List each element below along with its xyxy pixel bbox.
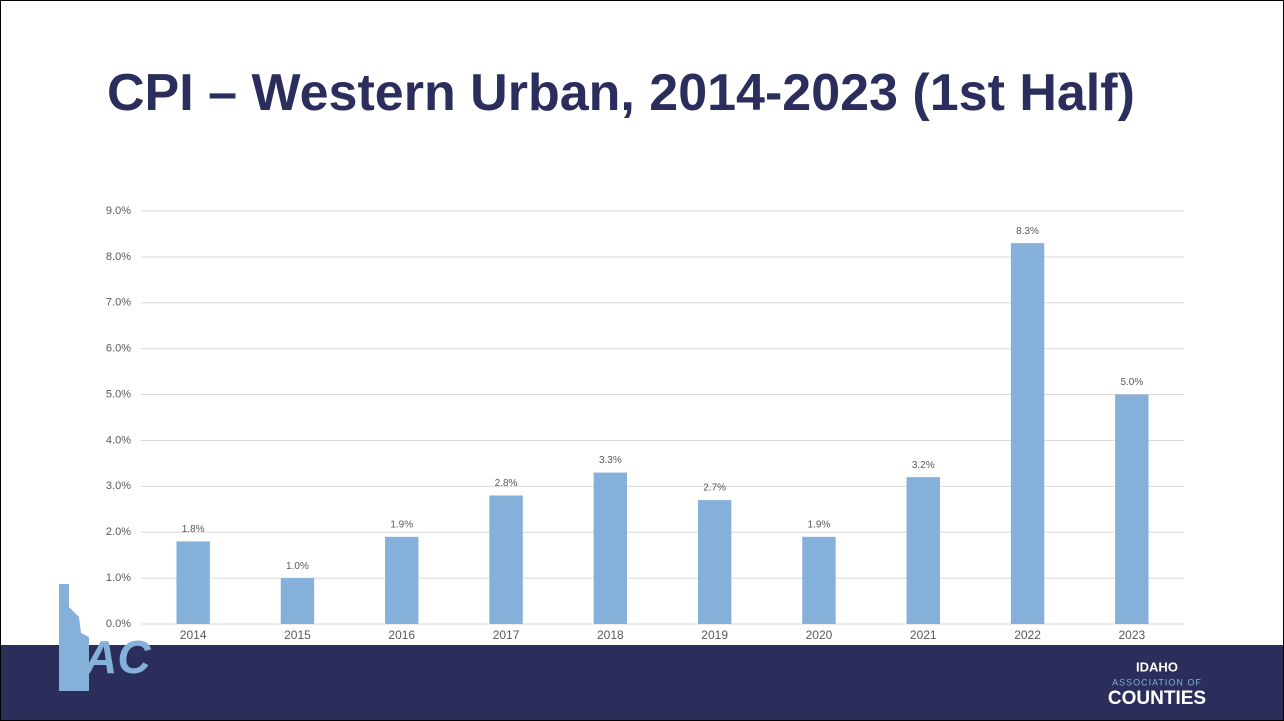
bar	[593, 472, 628, 624]
bar	[385, 536, 419, 624]
bar	[1010, 243, 1045, 624]
idaho-shape	[59, 584, 89, 691]
x-tick-label: 2018	[597, 628, 624, 642]
y-tick-label: 7.0%	[106, 297, 131, 309]
x-tick-label: 2023	[1118, 628, 1145, 642]
data-label: 1.9%	[808, 519, 831, 530]
chart-title: CPI – Western Urban, 2014-2023 (1st Half…	[107, 64, 1135, 122]
bar	[1115, 394, 1149, 624]
x-tick-label: 2014	[180, 628, 207, 642]
data-label: 8.3%	[1016, 226, 1039, 237]
y-tick-label: 4.0%	[106, 434, 131, 446]
logo-right-mid: ASSOCIATION OF	[1112, 677, 1202, 687]
logo-right-top: IDAHO	[1136, 659, 1178, 674]
logo-left: IAC	[71, 631, 151, 683]
x-tick-label: 2019	[701, 628, 728, 642]
data-label: 2.7%	[703, 483, 726, 494]
data-label: 1.8%	[182, 524, 205, 535]
bar	[802, 536, 836, 624]
bar	[906, 477, 940, 624]
y-tick-label: 1.0%	[106, 572, 131, 584]
data-label: 1.0%	[286, 561, 309, 572]
data-label: 3.2%	[912, 460, 935, 471]
y-tick-label: 9.0%	[106, 205, 131, 217]
data-label: 3.3%	[599, 455, 622, 466]
bar	[489, 495, 523, 624]
bar	[697, 500, 732, 624]
data-label: 2.8%	[495, 478, 518, 489]
y-tick-label: 6.0%	[106, 343, 131, 355]
x-tick-label: 2016	[388, 628, 415, 642]
x-tick-label: 2021	[910, 628, 937, 642]
x-tick-label: 2022	[1014, 628, 1041, 642]
footer-band	[1, 645, 1283, 720]
logo-right-bottom: COUNTIES	[1108, 688, 1206, 709]
bar	[280, 578, 315, 624]
y-tick-label: 2.0%	[106, 526, 131, 538]
x-tick-label: 2017	[493, 628, 520, 642]
x-tick-label: 2020	[806, 628, 833, 642]
data-label: 1.9%	[390, 519, 413, 530]
x-tick-label: 2015	[284, 628, 311, 642]
y-tick-label: 0.0%	[106, 618, 131, 630]
data-label: 5.0%	[1120, 377, 1143, 388]
y-tick-label: 3.0%	[106, 480, 131, 492]
y-tick-label: 8.0%	[106, 251, 131, 263]
y-tick-label: 5.0%	[106, 388, 131, 400]
bar	[176, 541, 210, 624]
